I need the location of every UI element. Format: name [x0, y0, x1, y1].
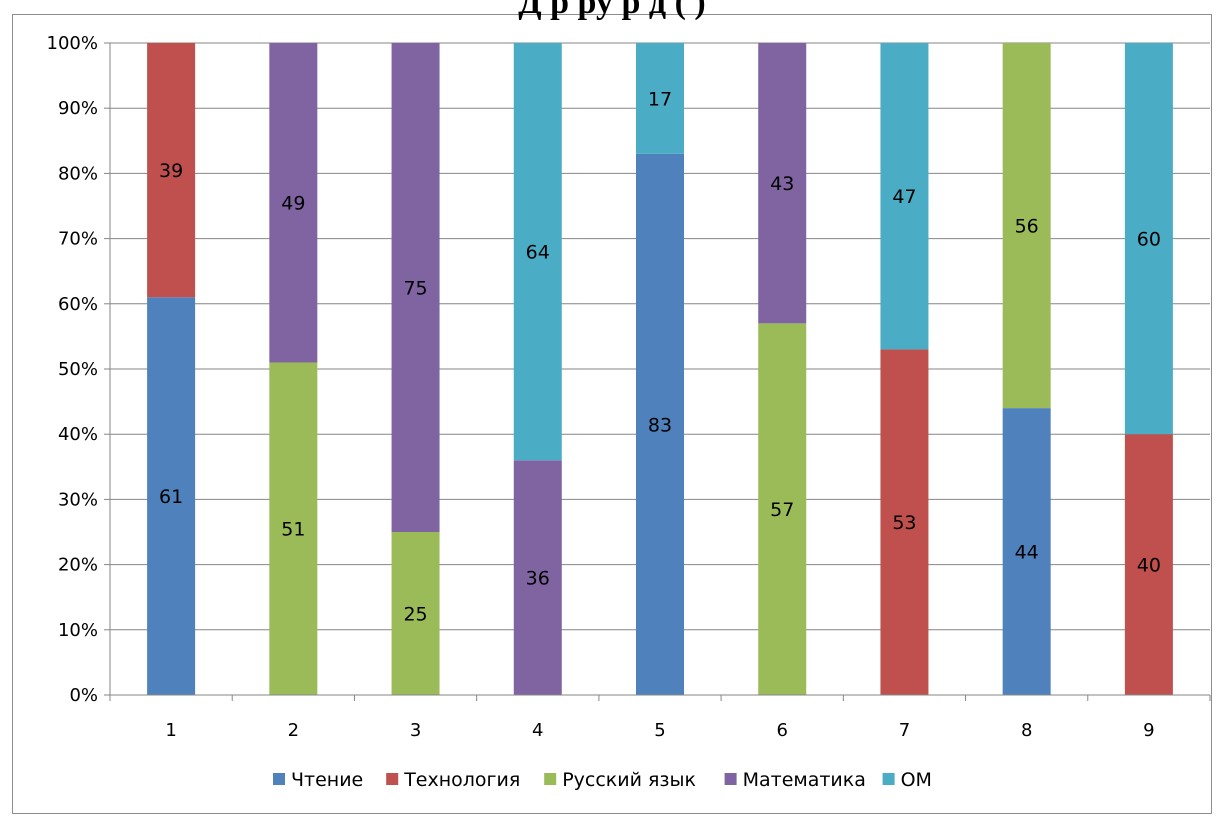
x-tick-label: 3: [410, 720, 421, 741]
x-tick-label: 8: [1021, 720, 1032, 741]
y-tick-label: 50%: [58, 359, 98, 380]
legend-swatch: [544, 773, 557, 785]
bar-segment: [269, 362, 318, 695]
bar-segment: [636, 153, 684, 696]
legend-label: ОМ: [901, 769, 932, 791]
data-label: 61: [159, 486, 183, 508]
data-label: 83: [648, 414, 672, 436]
axes: 0%10%20%30%40%50%60%70%80%90%100%1 2 3 4 5 6 7…: [47, 33, 1211, 741]
y-tick-label: 30%: [58, 489, 98, 510]
y-tick-label: 20%: [58, 555, 98, 576]
data-label: 51: [281, 519, 305, 541]
bar-segment: [1124, 434, 1173, 695]
chart-frame: [12, 14, 1212, 814]
legend-label: Чтение: [291, 769, 363, 791]
y-tick-label: 0%: [69, 685, 98, 706]
legend-swatch: [386, 773, 399, 785]
bar-segment: [147, 297, 196, 695]
bar-segment: [758, 323, 807, 695]
data-label: 64: [526, 242, 550, 264]
data-label: 57: [770, 499, 794, 521]
bar-segment: [147, 43, 196, 298]
bar-segment: [1124, 43, 1173, 435]
data-label: 47: [892, 186, 916, 208]
bar-segment: [513, 460, 562, 695]
data-label: 25: [403, 604, 427, 626]
legend-label: Технология: [403, 769, 520, 791]
data-label: 44: [1015, 542, 1039, 564]
legend-label: Русский язык: [562, 769, 696, 791]
bar-segment: [758, 43, 807, 324]
bar-segment: [1002, 408, 1051, 695]
y-tick-label: 60%: [58, 294, 98, 315]
bar-segment: [513, 43, 562, 461]
y-tick-label: 90%: [58, 98, 98, 119]
data-label: 40: [1137, 555, 1161, 577]
y-tick-label: 100%: [47, 33, 98, 54]
legend-swatch: [273, 773, 285, 785]
legend-swatch: [882, 773, 895, 785]
chart-title: Д р ру р д ( ): [518, 0, 706, 21]
legend-label: Математика: [743, 769, 866, 791]
data-labels: 61 39 51 49 25 75 36 64 83 17 57 43 53 47 44 56 40 60: [159, 88, 1161, 625]
data-label: 60: [1137, 229, 1161, 251]
y-tick-label: 40%: [58, 424, 98, 445]
bar-segment: [391, 43, 440, 532]
bar-segment: [880, 43, 929, 350]
x-tick-label: 6: [776, 720, 787, 741]
data-label: 43: [770, 173, 794, 195]
legend: Чтение Технология Русский язык Математика ОМ: [273, 769, 932, 791]
bar-segment: [636, 43, 684, 154]
data-label: 56: [1015, 216, 1039, 238]
data-label: 36: [526, 568, 550, 590]
bar-segment: [1002, 43, 1051, 409]
data-label: 17: [648, 88, 672, 110]
data-label: 75: [403, 278, 427, 300]
legend-swatch: [724, 773, 737, 785]
data-label: 39: [159, 160, 183, 182]
data-label: 49: [281, 193, 305, 215]
x-tick-label: 7: [899, 720, 910, 741]
bars: [147, 43, 1173, 696]
bar-segment: [269, 43, 318, 363]
x-tick-label: 5: [654, 720, 665, 741]
y-tick-label: 70%: [58, 229, 98, 250]
y-tick-label: 80%: [58, 163, 98, 184]
data-label: 53: [892, 512, 916, 534]
x-tick-label: 4: [532, 720, 543, 741]
bar-segment: [880, 349, 929, 695]
x-tick-label: 1: [165, 720, 176, 741]
x-tick-label: 2: [288, 720, 299, 741]
x-tick-label: 9: [1143, 720, 1154, 741]
bar-segment: [391, 532, 440, 695]
y-tick-label: 10%: [58, 620, 98, 641]
